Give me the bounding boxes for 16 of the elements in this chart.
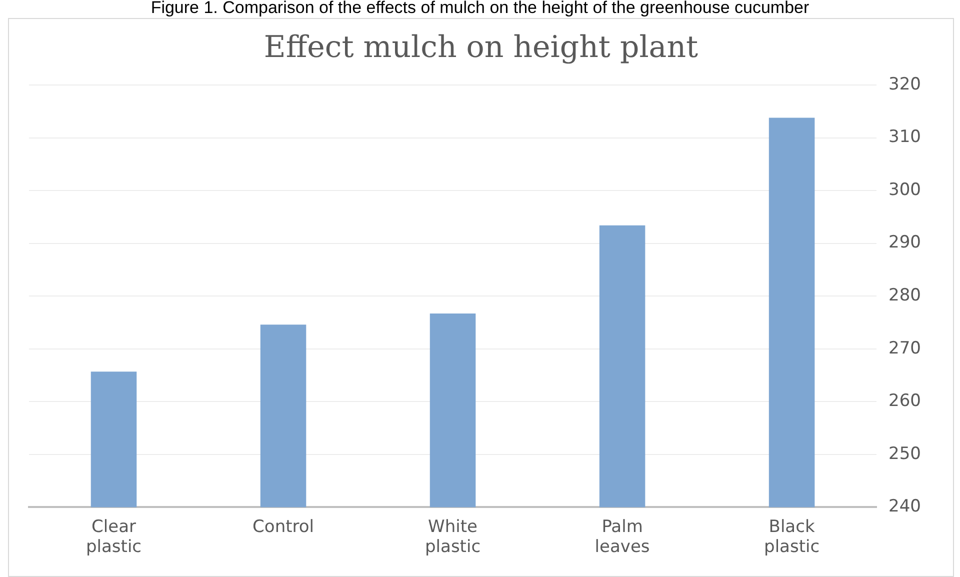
y-tick-label: 280: [888, 286, 922, 306]
chart-title: Effect mulch on height plant: [264, 30, 698, 65]
y-tick-label: 310: [888, 127, 922, 148]
y-tick-label: 270: [888, 338, 922, 358]
y-tick-label: 260: [888, 391, 922, 412]
y-tick-label: 290: [888, 232, 922, 253]
caption: Figure 1. Comparison of the effects of mulch on the height of the greenhouse cucumber: [150, 0, 810, 19]
x-tick-label: Black plastic: [764, 516, 820, 558]
y-tick-label: 300: [888, 180, 922, 200]
x-tick-label: Clear plastic: [86, 516, 142, 558]
x-tick-label: White plastic: [425, 516, 481, 558]
x-tick-label: Palm leaves: [594, 516, 650, 558]
y-tick-label: 240: [888, 496, 922, 517]
y-tick-label: 250: [888, 444, 922, 464]
y-tick-label: 320: [888, 74, 922, 94]
x-tick-label: Control: [252, 516, 314, 537]
